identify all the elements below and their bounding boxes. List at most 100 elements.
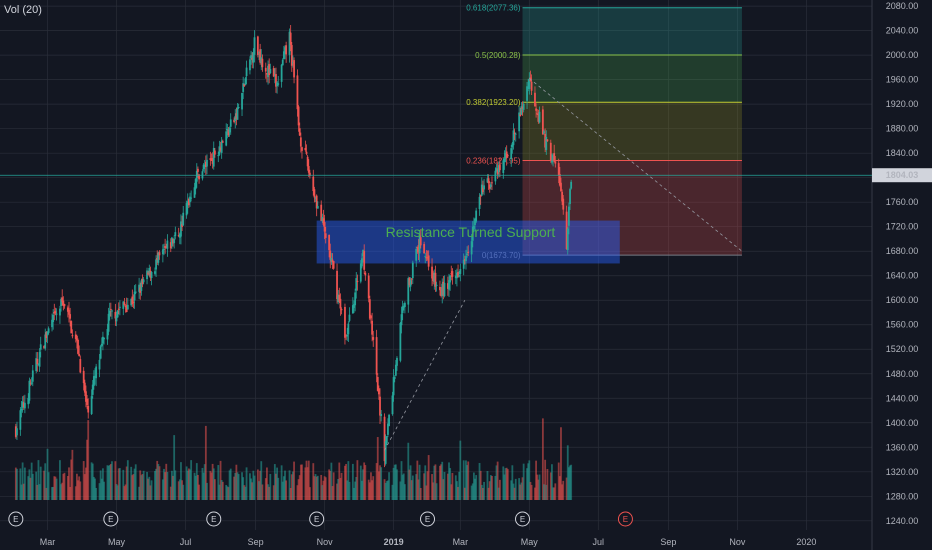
candle-body (209, 158, 212, 160)
volume-bar (324, 477, 327, 500)
volume-bar (124, 484, 127, 500)
candle-body (259, 49, 262, 63)
volume-bar (108, 464, 111, 500)
volume-bar (305, 460, 308, 500)
volume-indicator-label[interactable]: Vol (20) (4, 4, 42, 16)
trend-line (384, 300, 466, 451)
candle-body (193, 187, 196, 198)
candle-body (31, 370, 34, 382)
candle-body (338, 294, 341, 302)
candle-body (243, 83, 246, 87)
y-tick-label: 1720.00 (886, 222, 919, 232)
candle-body (375, 337, 378, 375)
candle-body (54, 311, 57, 314)
earnings-marker (103, 511, 119, 527)
candle-body (385, 436, 388, 444)
candle-body (418, 235, 421, 254)
candle-body (513, 132, 516, 135)
candle-body (329, 250, 332, 260)
volume-bar (268, 486, 271, 500)
candle-body (190, 197, 193, 199)
y-tick-label: 1880.00 (886, 124, 919, 134)
candle-body (218, 146, 221, 155)
volume-bar (561, 484, 564, 500)
volume-bar (83, 474, 86, 500)
candle-body (474, 218, 476, 225)
volume-bar (361, 480, 363, 500)
candle-body (526, 86, 528, 101)
candle-body (393, 376, 396, 379)
volume-bar (244, 486, 247, 500)
volume-bar (483, 481, 485, 500)
volume-bar (356, 460, 359, 500)
volume-bar (479, 470, 482, 500)
volume-bar (44, 463, 47, 500)
x-tick-label: Jul (180, 537, 192, 547)
candle-body (504, 153, 507, 159)
volume-bar (467, 461, 470, 500)
volume-bar (277, 477, 280, 500)
candle-body (560, 182, 562, 192)
candle-body (330, 257, 333, 262)
candle-body (557, 163, 560, 176)
volume-bar (385, 481, 388, 500)
candle-body (276, 82, 278, 87)
volume-bar (47, 472, 50, 500)
candle-body (306, 156, 309, 167)
volume-bar (138, 486, 141, 500)
volume-bar (281, 481, 284, 500)
volume-bar (503, 474, 506, 500)
volume-bar (250, 478, 252, 500)
candle-body (363, 250, 366, 270)
earnings-marker (206, 511, 222, 527)
volume-bar (534, 487, 536, 500)
volume-bar (178, 479, 181, 500)
candle-body (463, 259, 466, 261)
volume-bar (344, 465, 346, 500)
volume-bar (133, 468, 136, 500)
volume-bar (504, 468, 507, 500)
volume-bar (315, 476, 318, 500)
volume-bar (245, 467, 248, 500)
volume-bar (346, 480, 349, 500)
candle-body (433, 272, 436, 282)
candle-body (285, 45, 288, 55)
volume-bar (289, 487, 292, 500)
volume-bar (388, 472, 390, 500)
trend-line (529, 78, 743, 252)
candle-body (236, 107, 239, 120)
volume-bar (551, 464, 553, 500)
candle-body (185, 203, 188, 216)
y-tick-label: 1400.00 (886, 418, 919, 428)
volume-bar (107, 465, 110, 500)
candle-body (245, 67, 248, 77)
volume-bar (339, 477, 342, 500)
volume-bar (102, 468, 104, 500)
candle-body (66, 307, 69, 312)
fib-zone (522, 7, 742, 55)
volume-bar (27, 476, 30, 500)
earnings-marker-label: E (314, 515, 319, 524)
candle-body (19, 410, 22, 430)
y-tick-label: 1560.00 (886, 320, 919, 330)
volume-bar (363, 462, 366, 500)
candle-body (244, 78, 247, 86)
candle-body (312, 176, 315, 192)
volume-bar (253, 475, 256, 500)
volume-bar (520, 482, 523, 500)
candle-body (228, 127, 231, 133)
volume-bar (392, 467, 395, 500)
candle-body (134, 291, 137, 293)
volume-bar (220, 480, 223, 500)
candle-body (258, 51, 260, 53)
volume-bar (123, 486, 126, 500)
candle-body (39, 344, 42, 350)
volume-bar (140, 475, 143, 500)
volume-bar (156, 460, 159, 500)
candle-body (520, 106, 523, 115)
candle-body (70, 321, 73, 334)
volume-bar (131, 475, 134, 500)
volume-bar (118, 468, 121, 500)
volume-bar (510, 480, 513, 500)
